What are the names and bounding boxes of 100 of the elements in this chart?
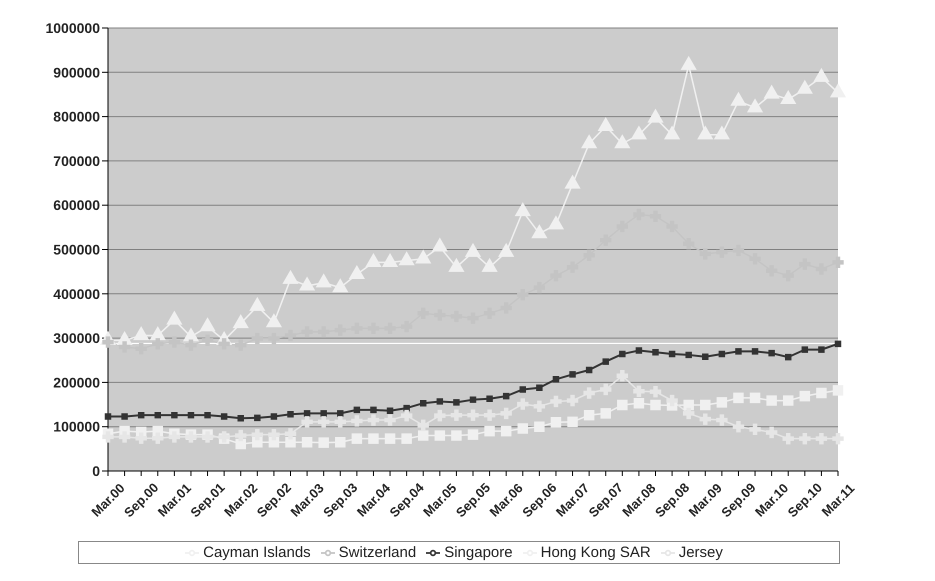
- point: [650, 386, 662, 398]
- point: [135, 343, 147, 354]
- point: [252, 428, 264, 440]
- point: [782, 395, 794, 406]
- point: [766, 395, 777, 406]
- point: [152, 338, 164, 350]
- point: [664, 126, 680, 140]
- point: [133, 326, 149, 340]
- point: [534, 282, 546, 294]
- y-tick-label: 700000: [53, 152, 100, 169]
- point: [498, 243, 514, 257]
- y-tick-label: 1000000: [45, 20, 100, 36]
- y-tick-label: 200000: [53, 374, 100, 390]
- point: [135, 432, 147, 444]
- point: [188, 412, 194, 418]
- point: [764, 85, 780, 99]
- point: [586, 366, 592, 374]
- point: [534, 421, 545, 432]
- point: [680, 56, 696, 70]
- point: [648, 109, 664, 123]
- point: [102, 431, 114, 443]
- point: [233, 314, 248, 328]
- point: [702, 353, 709, 360]
- point: [351, 415, 363, 427]
- point: [634, 398, 644, 408]
- point: [700, 248, 711, 260]
- legend-label: Singapore: [444, 544, 513, 561]
- legend-label: Hong Kong SAR: [540, 544, 651, 561]
- point: [486, 396, 493, 402]
- point: [420, 400, 426, 406]
- point: [730, 92, 746, 106]
- point: [185, 339, 197, 351]
- point: [752, 348, 758, 355]
- point: [768, 350, 775, 356]
- point: [370, 406, 377, 414]
- point: [451, 430, 462, 441]
- point: [534, 400, 546, 412]
- point: [237, 415, 244, 422]
- point: [320, 410, 327, 417]
- point: [366, 254, 382, 268]
- point: [467, 409, 479, 421]
- point: [502, 392, 510, 400]
- point: [747, 98, 763, 112]
- y-tick-label: 300000: [53, 330, 100, 346]
- point: [382, 254, 398, 268]
- point: [282, 270, 298, 284]
- point: [287, 411, 294, 418]
- point: [718, 350, 726, 358]
- point: [583, 250, 595, 261]
- y-tick-label: 500000: [53, 241, 100, 258]
- point: [784, 354, 792, 360]
- point: [650, 400, 661, 410]
- point: [235, 430, 246, 442]
- point: [600, 408, 611, 419]
- point: [185, 431, 197, 443]
- point: [700, 413, 711, 425]
- y-tick-label: 800000: [53, 108, 100, 125]
- point: [602, 358, 609, 365]
- point: [816, 388, 827, 398]
- legend-label: Cayman Islands: [203, 544, 311, 561]
- y-tick-label: 900000: [53, 64, 100, 80]
- y-tick-label: 0: [92, 462, 100, 479]
- point: [536, 384, 543, 391]
- point: [432, 238, 448, 252]
- point: [418, 430, 428, 441]
- point: [121, 413, 128, 420]
- point: [832, 432, 844, 444]
- point: [299, 277, 315, 290]
- legend-label: Switzerland: [338, 544, 416, 561]
- point: [732, 244, 744, 256]
- y-tick-label: 100000: [53, 418, 100, 435]
- point: [171, 412, 178, 418]
- y-tick-label: 600000: [53, 197, 100, 214]
- point: [732, 421, 744, 432]
- point: [284, 330, 296, 342]
- point: [500, 408, 512, 420]
- point: [799, 432, 811, 444]
- point: [780, 90, 796, 104]
- point: [614, 134, 630, 148]
- point: [150, 326, 166, 340]
- point: [766, 426, 778, 438]
- point: [749, 424, 761, 436]
- point: [301, 326, 313, 338]
- point: [168, 431, 180, 443]
- point: [818, 346, 825, 353]
- point: [668, 350, 676, 358]
- point: [619, 350, 626, 358]
- point: [564, 175, 580, 189]
- point: [550, 417, 562, 428]
- point: [220, 413, 228, 420]
- point: [834, 340, 842, 348]
- point: [318, 326, 330, 338]
- point: [733, 392, 744, 404]
- point: [735, 348, 742, 355]
- point: [368, 414, 380, 426]
- point: [802, 346, 808, 353]
- y-tick-label: 400000: [53, 286, 100, 302]
- point: [352, 433, 362, 444]
- point: [448, 258, 464, 272]
- point: [204, 412, 211, 418]
